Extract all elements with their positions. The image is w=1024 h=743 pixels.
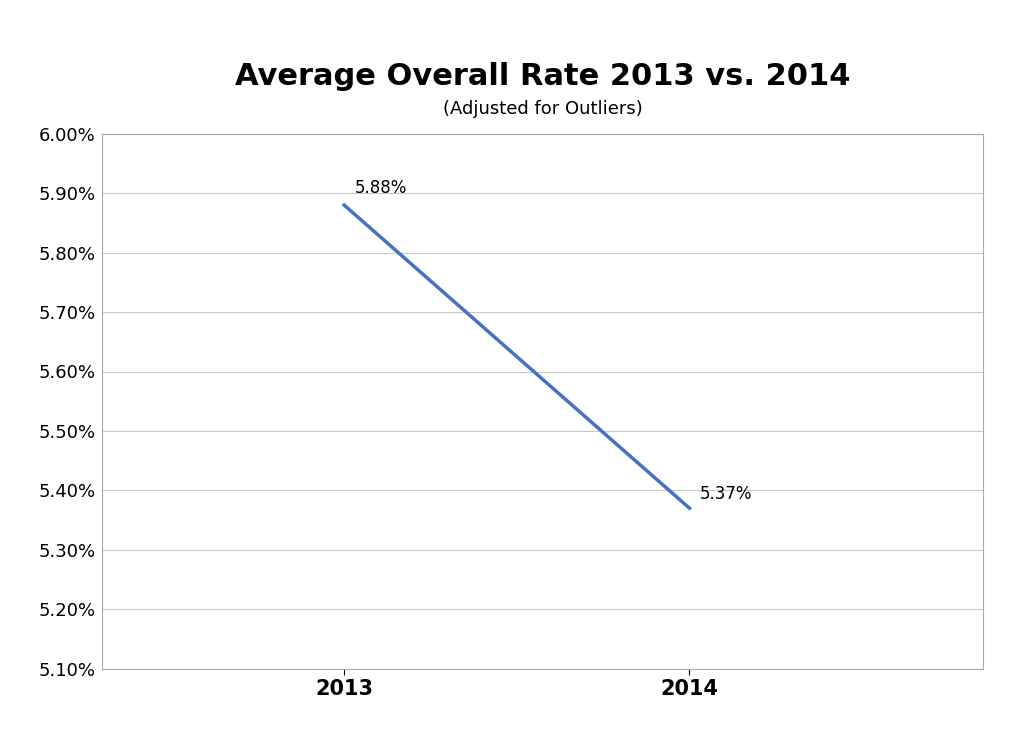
Text: Average Overall Rate 2013 vs. 2014: Average Overall Rate 2013 vs. 2014 [234, 62, 851, 91]
Text: 5.88%: 5.88% [354, 179, 407, 197]
Text: (Adjusted for Outliers): (Adjusted for Outliers) [442, 100, 643, 117]
Text: 5.37%: 5.37% [699, 485, 753, 503]
